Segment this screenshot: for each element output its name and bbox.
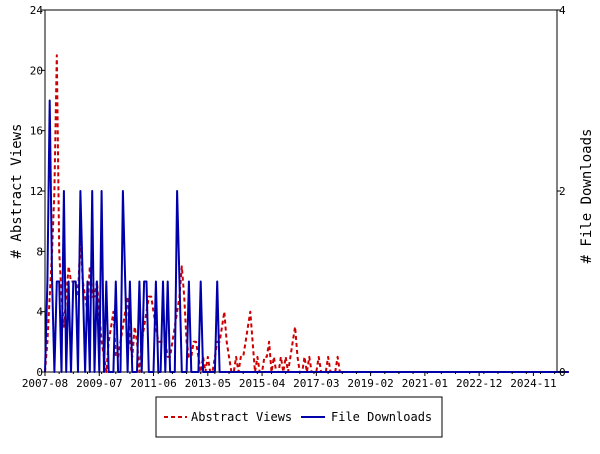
legend-box — [155, 396, 443, 438]
y-tick-label-left: 4 — [36, 306, 43, 319]
x-tick-label: 2007-08 — [22, 377, 68, 390]
x-tick-label: 2021-01 — [402, 377, 448, 390]
x-tick-label: 2022-12 — [456, 377, 502, 390]
legend: Abstract Views File Downloads — [155, 396, 443, 438]
y-tick-label-left: 12 — [30, 185, 43, 198]
y-axis-title-left: # Abstract Views — [9, 124, 25, 259]
series-layer — [44, 54, 569, 373]
x-tick-label: 2009-07 — [76, 377, 122, 390]
y-tick-label-right: 4 — [559, 4, 566, 17]
x-tick-label: 2013-05 — [185, 377, 231, 390]
y-tick-label-right: 0 — [559, 366, 566, 379]
y-tick-label-left: 24 — [30, 4, 44, 17]
y-tick-label-left: 8 — [36, 245, 43, 258]
y-tick-label-left: 20 — [30, 64, 43, 77]
y-tick-label-left: 16 — [30, 125, 43, 138]
legend-label-file-downloads: File Downloads — [331, 410, 432, 424]
y-tick-label-right: 2 — [559, 185, 566, 198]
x-tick-label: 2019-02 — [347, 377, 393, 390]
x-tick-label: 2024-11 — [510, 377, 556, 390]
legend-label-abstract-views: Abstract Views — [191, 410, 292, 424]
x-tick-label: 2017-03 — [293, 377, 339, 390]
y-tick-label-left: 0 — [36, 366, 43, 379]
series-line-file-downloads — [44, 99, 569, 373]
x-tick-label: 2015-04 — [239, 377, 286, 390]
y-axis-title-right: # File Downloads — [579, 129, 595, 264]
x-tick-label: 2011-06 — [130, 377, 176, 390]
